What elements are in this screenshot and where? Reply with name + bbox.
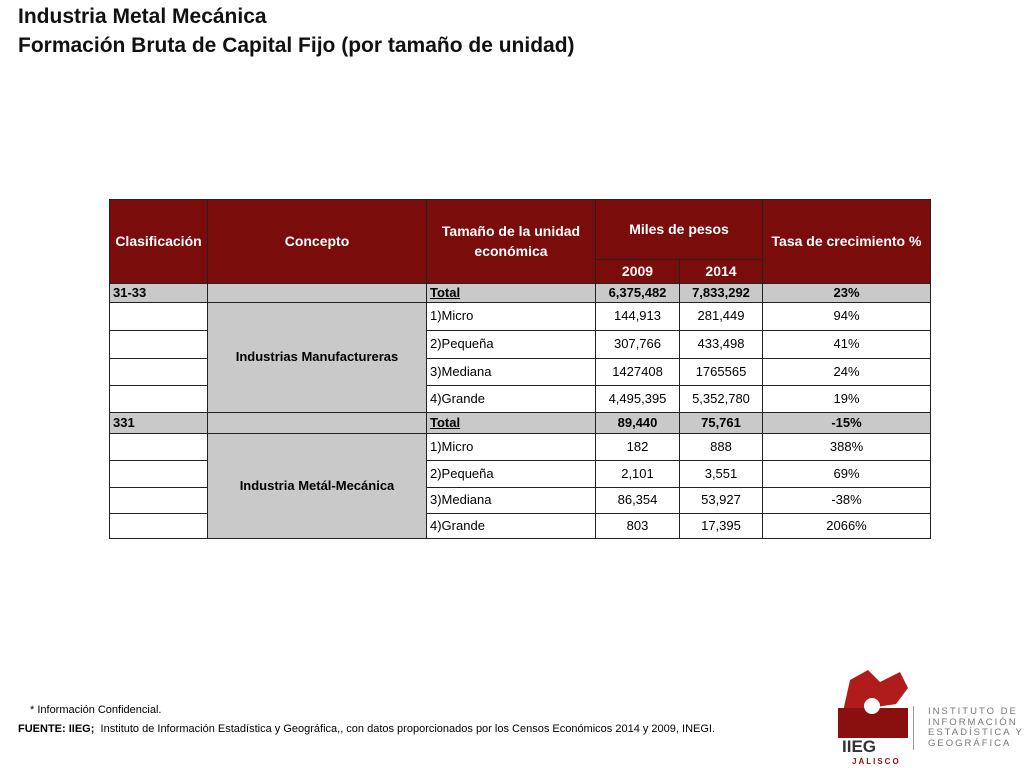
subtitle: Formación Bruta de Capital Fijo (por tam… [18,34,575,57]
clasificacion-cell [109,513,208,539]
logo-tree [864,698,880,714]
value-cell: 2,101 [595,460,680,488]
size-cell: 3)Mediana [426,487,596,514]
source-text: Instituto de Información Estadística y G… [100,723,716,735]
clasificacion-cell [109,358,208,386]
value-cell: 5,352,780 [679,385,763,413]
value-cell: -38% [762,487,931,514]
logo-line: ESTADÍSTICA Y [928,727,1024,738]
logo-divider [913,706,914,750]
clasificacion-cell [109,487,208,514]
value-cell: 41% [762,330,931,359]
size-cell: 2)Pequeña [426,330,596,359]
value-cell: 75,761 [679,412,763,434]
concepto-cell [207,412,427,434]
value-cell: 182 [595,433,680,461]
header-cell: Miles de pesos [595,199,763,260]
value-cell: 23% [762,283,931,303]
value-cell: 2066% [762,513,931,539]
logo-line: INFORMACIÓN [928,716,1018,728]
title: Industria Metal Mecánica [18,5,267,28]
clasificacion-cell: 331 [109,412,208,434]
value-cell: 89,440 [595,412,680,434]
size-cell: Total [426,283,596,303]
value-cell: 1427408 [595,358,680,386]
clasificacion-cell: 31-33 [109,283,208,303]
value-cell: 53,927 [679,487,763,514]
value-cell: 307,766 [595,330,680,359]
header-cell: Tamaño de la unidad económica [426,199,596,284]
clasificacion-cell [109,330,208,359]
value-cell: 86,354 [595,487,680,514]
clasificacion-cell [109,433,208,461]
value-cell: -15% [762,412,931,434]
year-cell: 2009 [595,259,680,284]
concepto-cell: Industrias Manufactureras [207,302,427,413]
size-cell: 3)Mediana [426,358,596,386]
size-cell: 4)Grande [426,385,596,413]
concepto-cell: Industria Metál-Mecánica [207,433,427,539]
year-cell: 2014 [679,259,763,284]
logo-text: INSTITUTO DE INFORMACIÓN ESTADÍSTICA Y GEOG… [928,706,1024,749]
value-cell: 281,449 [679,302,763,331]
logo-state: JALISCO [852,757,901,766]
logo-acronym: IIEG [842,737,876,756]
source-label: FUENTE: IIEG; [18,723,95,735]
clasificacion-cell [109,302,208,331]
value-cell: 888 [679,433,763,461]
note: * Información Confidencial. [30,704,162,716]
size-cell: 4)Grande [426,513,596,539]
value-cell: 144,913 [595,302,680,331]
value-cell: 1765565 [679,358,763,386]
value-cell: 6,375,482 [595,283,680,303]
value-cell: 17,395 [679,513,763,539]
concepto-cell [207,283,427,303]
clasificacion-cell [109,460,208,488]
value-cell: 19% [762,385,931,413]
value-cell: 4,495,395 [595,385,680,413]
size-cell: 2)Pequeña [426,460,596,488]
size-cell: 1)Micro [426,302,596,331]
logo-line: GEOGRÁFICA [928,737,1012,749]
size-cell: Total [426,412,596,434]
value-cell: 388% [762,433,931,461]
logo-icon: IIEG JALISCO [838,670,908,766]
header-cell: Clasificación [109,199,208,284]
value-cell: 24% [762,358,931,386]
value-cell: 3,551 [679,460,763,488]
clasificacion-cell [109,385,208,413]
value-cell: 94% [762,302,931,331]
size-cell: 1)Micro [426,433,596,461]
logo-line: INSTITUTO DE [928,706,1018,717]
value-cell: 69% [762,460,931,488]
value-cell: 433,498 [679,330,763,359]
value-cell: 803 [595,513,680,539]
source: FUENTE: IIEG; Instituto de Información E… [18,723,715,735]
value-cell: 7,833,292 [679,283,763,303]
header-cell: Tasa de crecimiento % [762,199,931,284]
header-cell: Concepto [207,199,427,284]
